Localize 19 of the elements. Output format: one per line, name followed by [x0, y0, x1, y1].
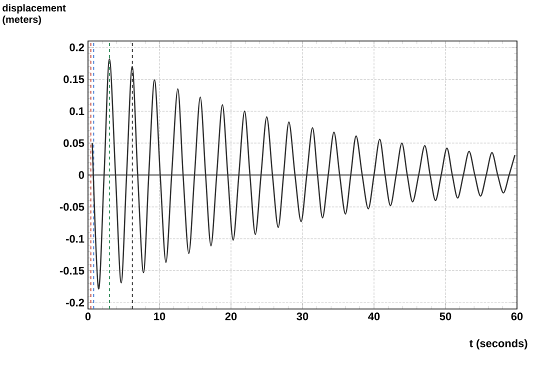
y-axis-title: displacement (meters) [2, 4, 66, 25]
y-tick-label: -0.1 [66, 234, 84, 243]
x-tick-label: 60 [511, 312, 523, 320]
y-tick-label: 0.1 [70, 107, 84, 116]
x-tick-label: 10 [154, 312, 166, 320]
x-axis-title: t (seconds) [469, 339, 528, 350]
x-tick-label: 50 [440, 312, 452, 320]
x-tick-label: 30 [296, 312, 308, 320]
y-tick-label: 0.15 [64, 75, 84, 84]
x-tick-label: 40 [368, 312, 380, 320]
y-tick-label: 0.05 [64, 139, 84, 147]
x-tick-label: 20 [225, 312, 237, 320]
y-tick-label: -0.05 [60, 203, 84, 211]
y-tick-label: -0.2 [66, 298, 84, 306]
line-series [92, 58, 516, 290]
x-tick-label: 0 [85, 312, 91, 320]
y-tick-label: 0 [78, 171, 84, 179]
y-tick-label: -0.15 [60, 266, 84, 275]
y-tick-label: 0.2 [70, 44, 84, 52]
